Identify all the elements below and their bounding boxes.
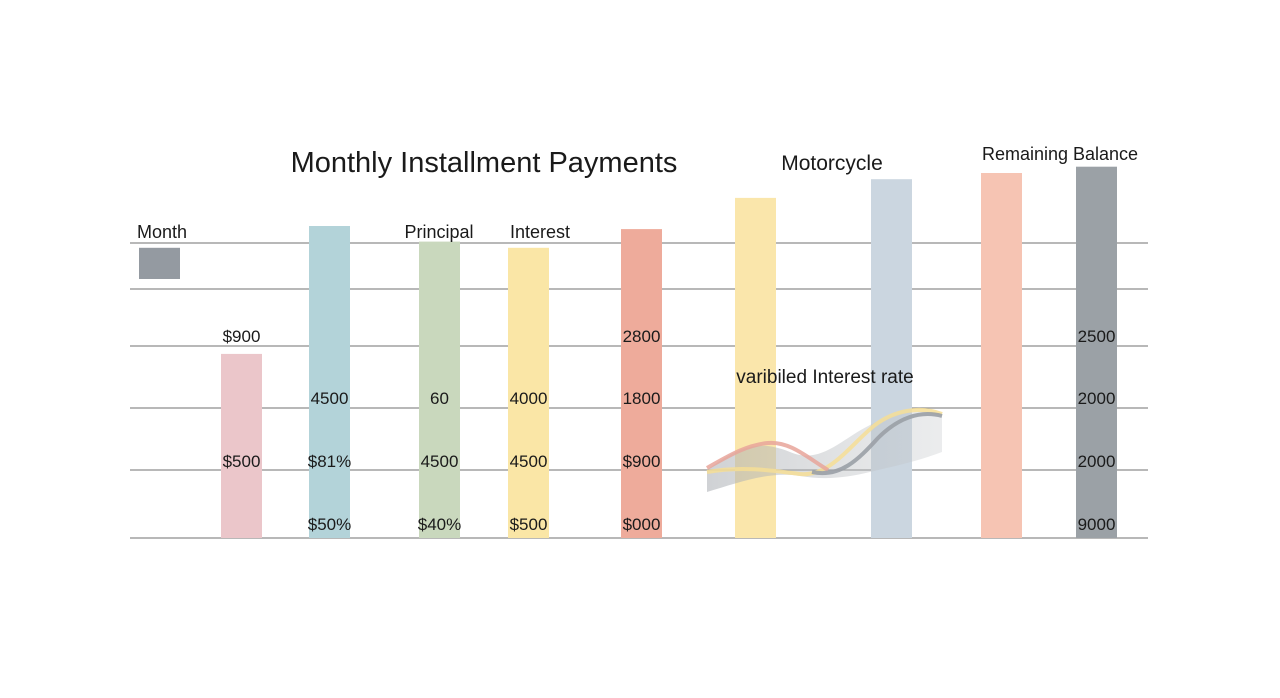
bar: [981, 173, 1022, 538]
value-label: $500: [223, 452, 261, 471]
value-label: 4000: [510, 389, 548, 408]
curve-yellow: [706, 407, 943, 477]
value-label: $81%: [308, 452, 351, 471]
value-label: 4500: [510, 452, 548, 471]
column-header: Interest: [510, 222, 570, 242]
curve-gray: [811, 412, 943, 476]
value-label: $50%: [308, 515, 351, 534]
chart-subtitle: Motorcycle: [781, 152, 883, 175]
bar: [309, 226, 350, 538]
value-label: 9000: [1078, 515, 1116, 534]
interest-rate-annotation: varibiled Interest rate: [736, 367, 913, 388]
value-label: 2000: [1078, 389, 1116, 408]
bar: [139, 247, 180, 279]
value-labels: $900 $500 4500 $81% $50% 60 4500 $40% 4000 4500 $5…: [223, 327, 1116, 534]
column-header: Remaining Balance: [982, 144, 1138, 164]
bars: [139, 166, 1117, 539]
interest-rate-curve: [706, 407, 943, 492]
bar: [419, 241, 460, 538]
value-label: 2800: [623, 327, 661, 346]
bar: [508, 247, 549, 539]
value-label: $900: [223, 327, 261, 346]
value-label: 1800: [623, 389, 661, 408]
value-label: $40%: [418, 515, 461, 534]
value-label: $900: [623, 452, 661, 471]
value-label: 2000: [1078, 452, 1116, 471]
bar: [621, 229, 662, 538]
value-label: $500: [510, 515, 548, 534]
curve-red: [706, 440, 830, 472]
bar: [221, 353, 262, 538]
bar: [871, 179, 912, 538]
bar: [1076, 166, 1117, 538]
value-label: 2500: [1078, 327, 1116, 346]
column-header: Principal: [404, 222, 473, 242]
column-headers: Month Principal Interest Remaining Balance: [137, 144, 1138, 242]
value-label: $000: [623, 515, 661, 534]
value-label: 4500: [311, 389, 349, 408]
value-label: 4500: [421, 452, 459, 471]
column-header: Month: [137, 222, 187, 242]
value-label: 60: [430, 389, 449, 408]
chart-title: Monthly Installment Payments: [291, 147, 678, 179]
